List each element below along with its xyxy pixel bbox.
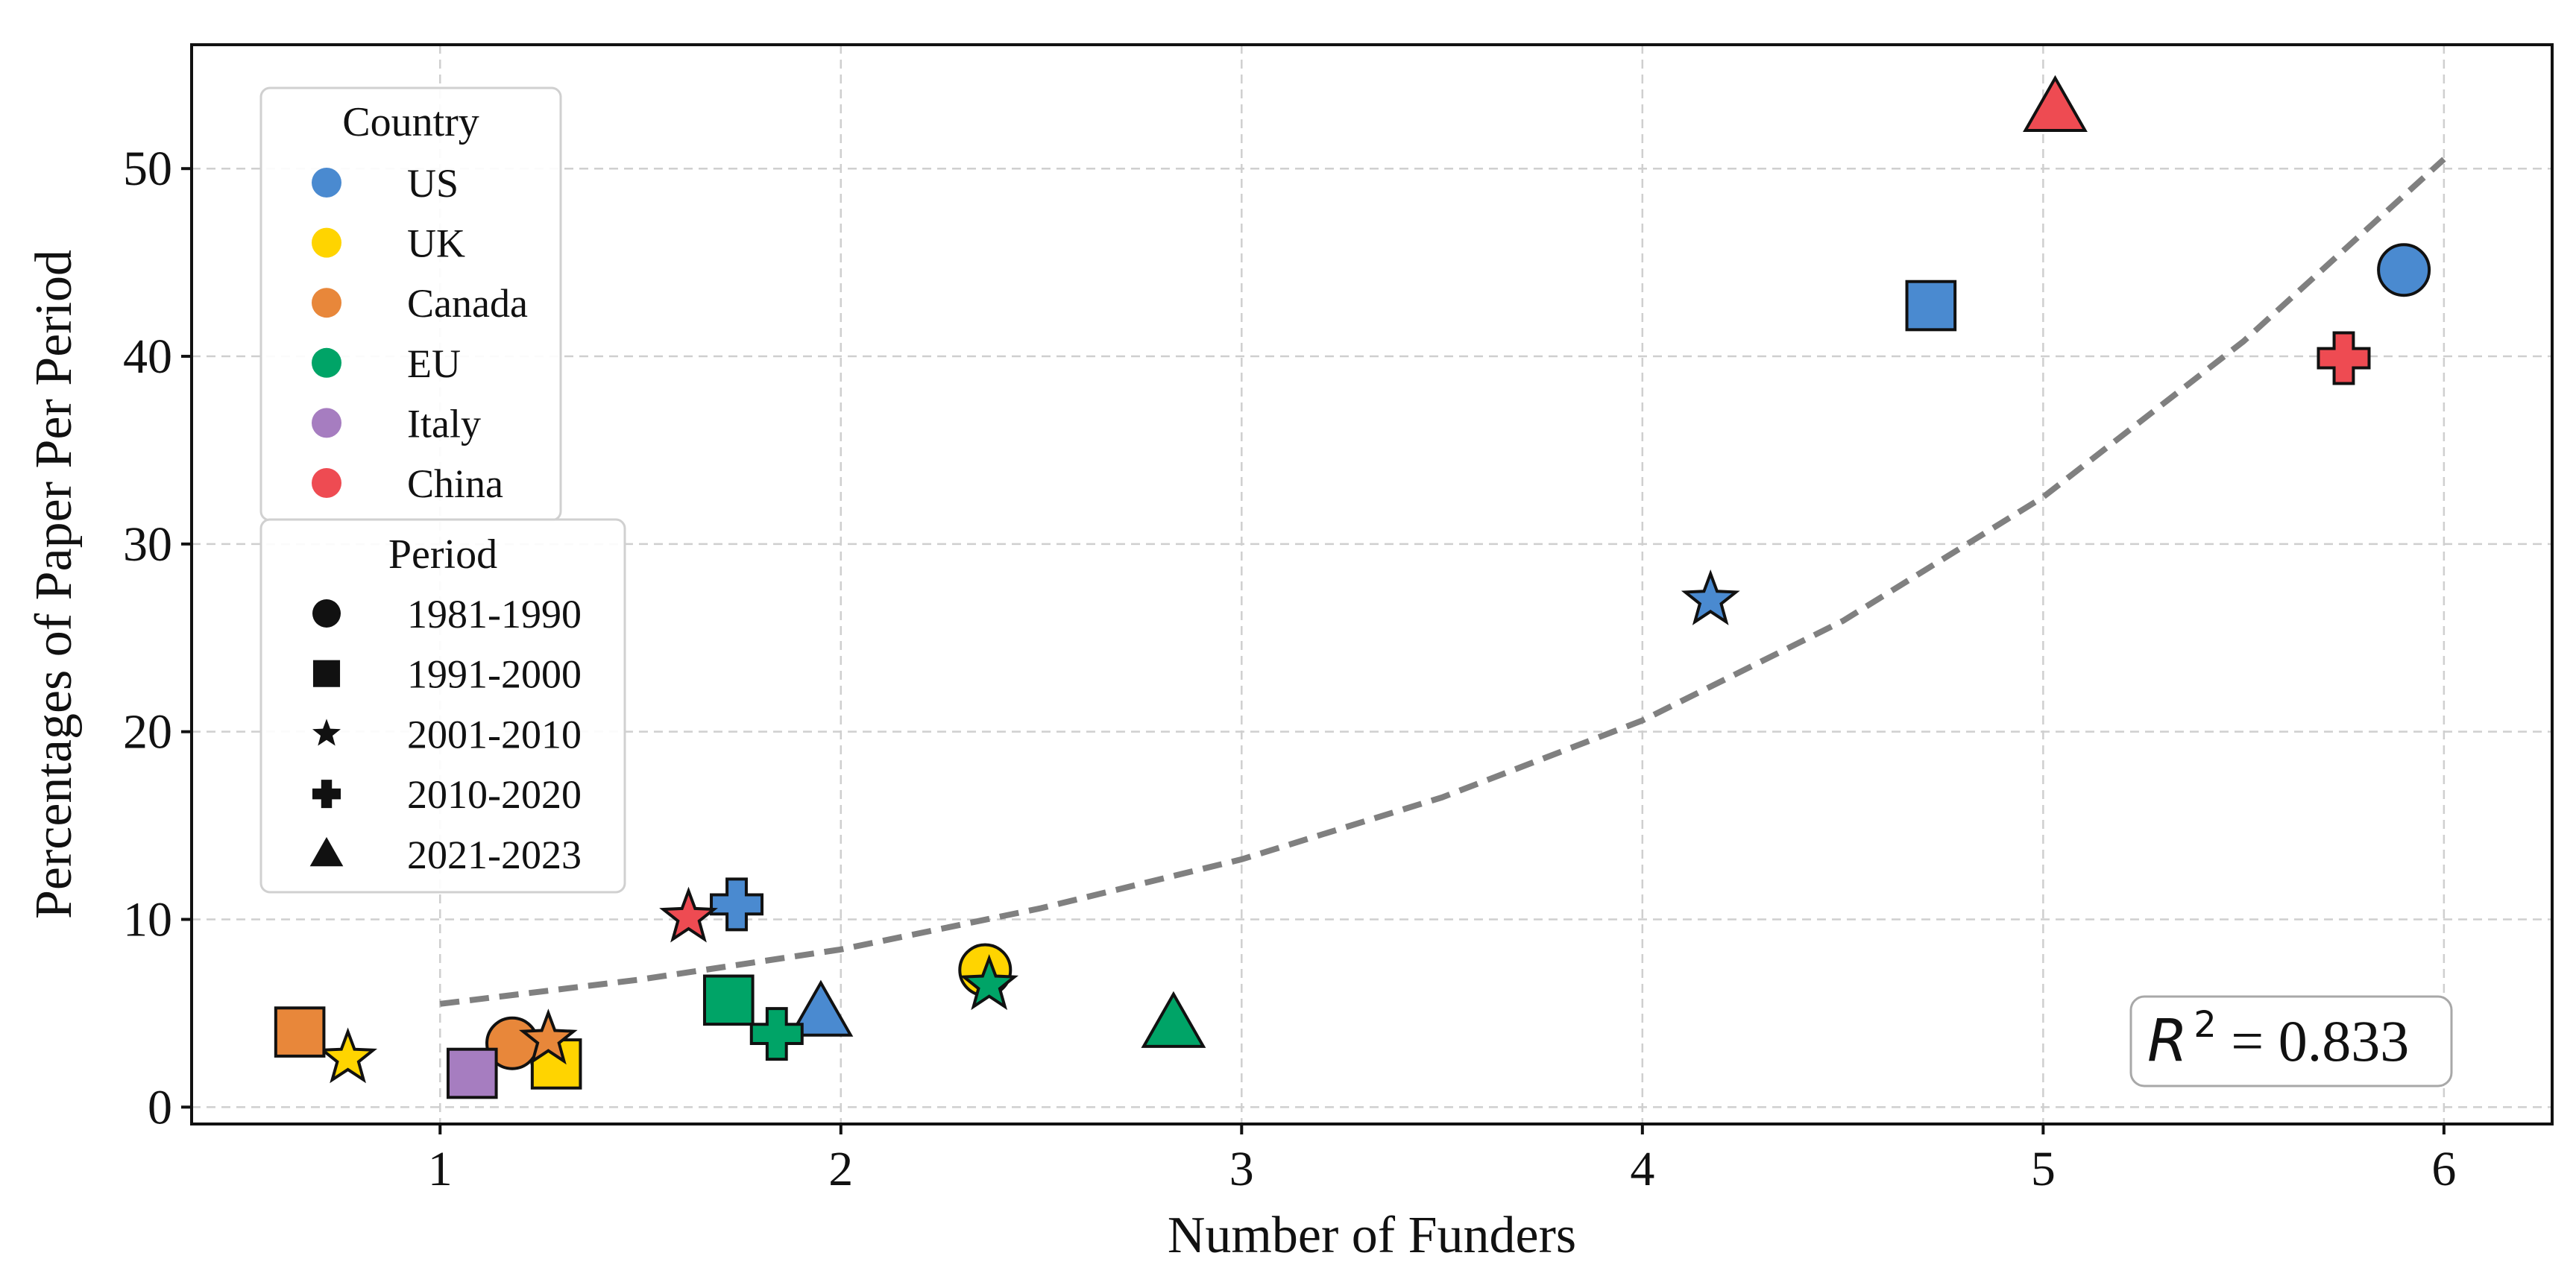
legend-1981-1990-label: 1981-1990 [407,592,582,637]
legend-italy-marker [312,408,341,438]
legend-canada-label: Canada [407,281,528,326]
legend-us-marker [312,168,341,198]
legend-2010-2020-marker [312,780,341,809]
y-tick-label: 10 [123,893,172,947]
us-2010-2020-point [710,877,764,932]
period-legend-title: Period [388,531,497,578]
canada-2001-2010-point [518,1008,578,1065]
data-points [274,75,2431,1099]
x-tick-label: 4 [1630,1142,1654,1196]
period-legend: Period 1981-1990 1991-2000 2001-2010 2010-2… [259,518,626,894]
legend-eu-marker [312,347,341,378]
us-2021-2023-point [788,979,854,1037]
china-2001-2010-point [659,886,718,943]
country-legend-title: Country [342,99,479,145]
china-2021-2023-point [2023,75,2088,132]
y-tick-label: 20 [123,705,172,760]
legend-2001-2010-marker [312,719,341,746]
fit-curve [439,157,2446,1007]
x-tick-label: 3 [1229,1142,1254,1196]
legend-2021-2023-label: 2021-2023 [407,833,582,877]
x-tick-label: 1 [428,1142,453,1196]
uk-2001-2010-point [318,1027,378,1084]
legend-italy-label: Italy [407,401,481,446]
y-tick-label: 30 [123,517,172,572]
y-tick-label: 0 [148,1080,172,1134]
legend-1981-1990-marker [312,599,341,628]
y-tick-label: 50 [123,142,172,196]
legend-1991-2000-label: 1991-2000 [407,652,582,697]
x-tick-label: 5 [2031,1142,2056,1196]
legend-us-label: US [407,161,459,206]
legend-1991-2000-marker [312,660,341,687]
x-tick-label: 6 [2431,1142,2456,1196]
legend-2001-2010-label: 2001-2010 [407,712,582,757]
country-legend: Country US UK Canada EU Italy China [259,86,562,522]
period-legend-entries: 1981-1990 1991-2000 2001-2010 2010-2020 2021… [309,592,582,877]
legend-uk-label: UK [407,221,465,266]
eu-2001-2010-point [960,954,1019,1011]
plot-frame [190,43,2554,1125]
china-2010-2020-point [2317,331,2371,385]
grid-lines [192,45,2552,1124]
period-legend-box [259,518,626,894]
y-axis-label: Percentages of Paper Per Period [25,250,83,919]
country-legend-entries: US UK Canada EU Italy China [312,161,528,506]
r-squared-box [2129,995,2453,1087]
y-axis-ticks: 0 10 20 30 40 50 [123,142,192,1134]
italy-1991-2000-point [446,1047,498,1099]
legend-china-label: China [407,461,503,506]
fit-curve-group [439,157,2446,1007]
legend-eu-label: EU [407,341,461,386]
x-axis-label: Number of Funders [1168,1207,1576,1264]
x-tick-label: 2 [828,1142,853,1196]
legend-canada-marker [312,288,341,318]
eu-2010-2020-point [749,1007,804,1061]
us-2001-2010-point [1681,569,1740,625]
us-1991-2000-point [1905,280,1957,332]
eu-1991-2000-point [702,974,755,1026]
legend-2021-2023-marker [309,837,344,867]
legend-china-marker [312,468,341,498]
eu-2021-2023-point [1141,991,1206,1048]
y-tick-label: 40 [123,329,172,384]
us-1981-1990-point [2377,243,2431,297]
x-axis-ticks: 1 2 3 4 5 6 [428,1124,2456,1196]
canada-1991-2000-point [274,1006,326,1058]
legend-uk-marker [312,227,341,258]
legend-2010-2020-label: 2010-2020 [407,772,582,817]
